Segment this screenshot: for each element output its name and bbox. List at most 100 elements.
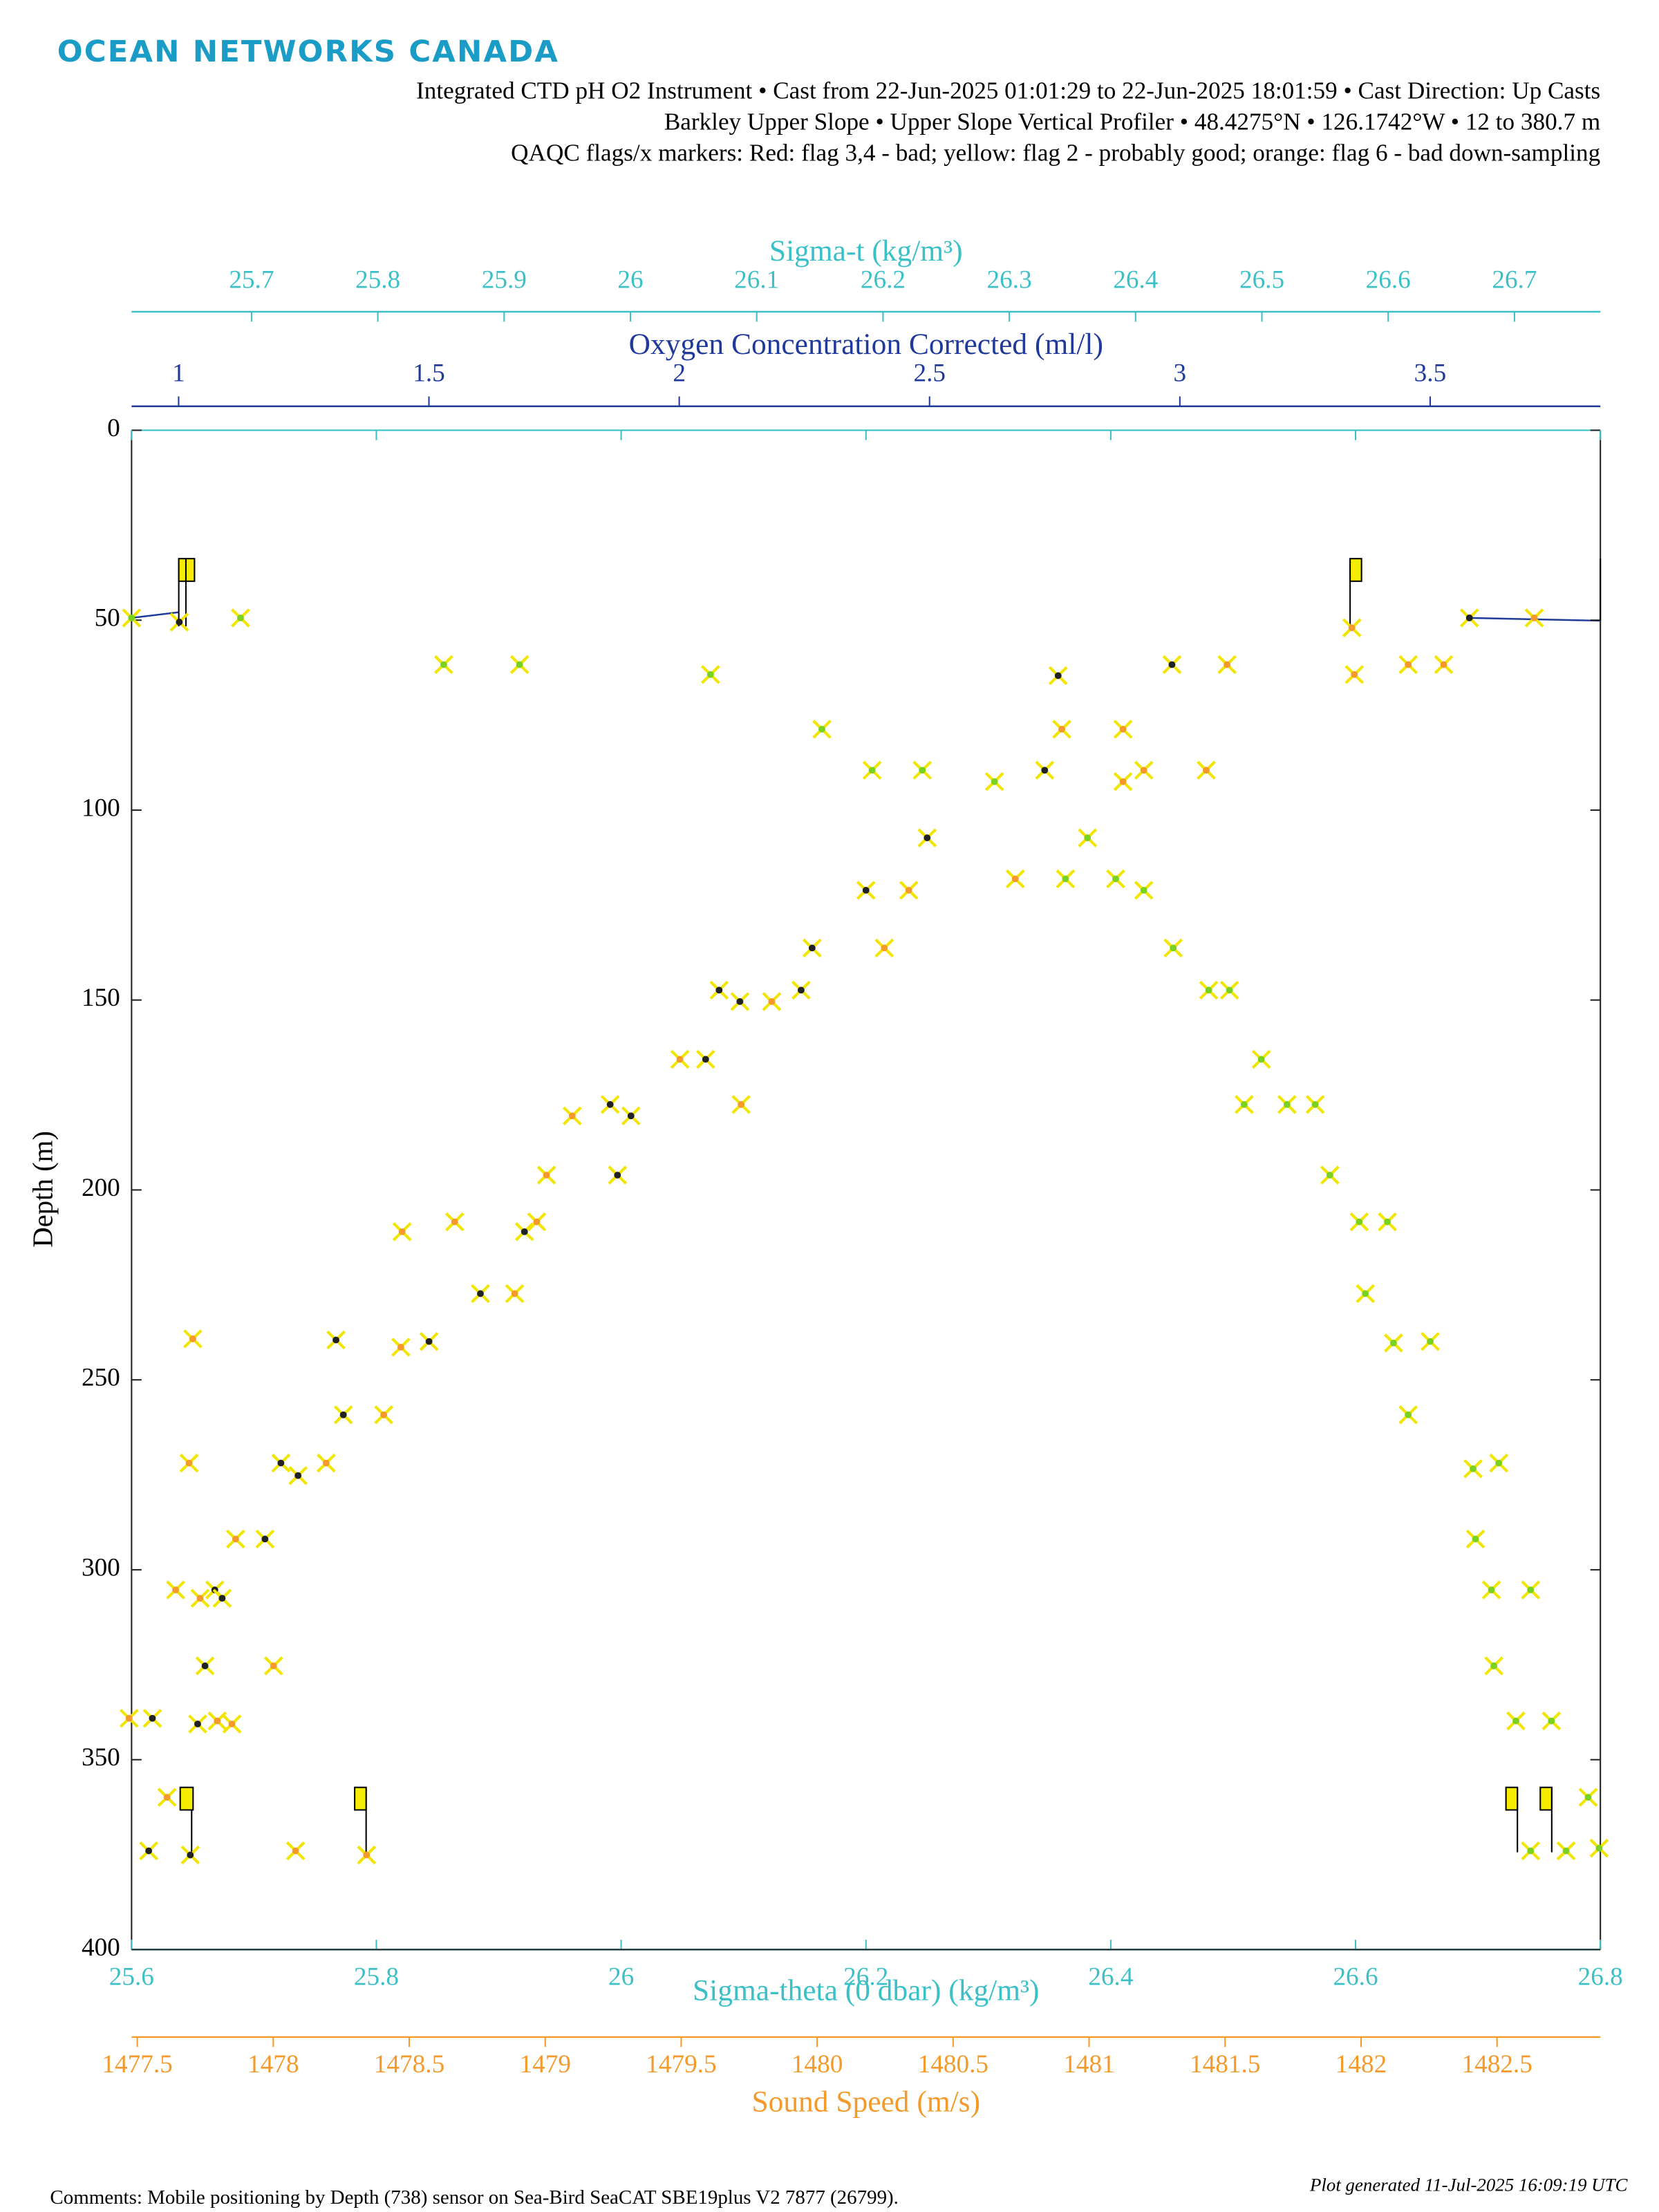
oxygen-trace	[131, 611, 179, 619]
marker-dot	[1170, 944, 1177, 952]
brand-title: OCEAN NETWORKS CANADA	[57, 35, 559, 69]
data-point	[1005, 869, 1025, 889]
marker-dot	[1257, 1056, 1265, 1063]
data-point	[225, 1529, 245, 1549]
y-axis-title: Depth (m)	[26, 1131, 58, 1248]
data-point	[1056, 869, 1076, 889]
marker-dot	[277, 1459, 285, 1467]
marker-dot	[187, 1851, 194, 1859]
data-point	[271, 1453, 291, 1473]
marker-dot	[511, 1290, 518, 1297]
marker-dot	[738, 1100, 745, 1108]
marker-dot	[1405, 661, 1412, 668]
data-point	[207, 1711, 227, 1731]
data-point	[1506, 1711, 1526, 1731]
marker-dot	[176, 619, 183, 626]
marker-dot	[228, 1721, 236, 1727]
data-point	[471, 1284, 490, 1304]
marker-dot	[516, 661, 523, 668]
x-tick-label: 25.8	[354, 1962, 399, 1991]
x-tick-label: 26.2	[861, 265, 906, 294]
marker-dot	[1495, 1459, 1503, 1467]
data-point	[231, 608, 250, 628]
marker-dot	[568, 1112, 576, 1120]
x-tick-label: 26.6	[1333, 1962, 1378, 1991]
data-point	[1251, 1049, 1271, 1069]
data-point	[670, 1049, 690, 1069]
marker-dot	[339, 1411, 347, 1418]
marker-dot	[768, 997, 776, 1005]
marker-dot	[1283, 1100, 1291, 1108]
x-tick-label: 25.9	[482, 265, 527, 294]
data-point	[1589, 1839, 1609, 1858]
data-point	[1484, 1656, 1503, 1676]
marker-dot	[1203, 767, 1210, 774]
marker-dot	[1058, 725, 1066, 733]
data-point	[122, 608, 142, 628]
x-tick-label: 26.4	[1088, 1962, 1133, 1991]
data-point	[195, 1656, 215, 1676]
marker-dot	[397, 1344, 404, 1351]
marker-dot	[1311, 1100, 1319, 1108]
x-tick-label: 1478	[247, 2050, 299, 2078]
marker-dot	[1384, 1218, 1391, 1226]
marker-dot	[919, 767, 926, 774]
data-point	[899, 881, 919, 900]
y-tick-label: 350	[82, 1743, 120, 1771]
marker-dot	[1389, 1339, 1397, 1347]
x-tick-label: 1480.5	[918, 2050, 988, 2078]
marker-dot	[1548, 1717, 1555, 1725]
marker-dot	[1362, 1290, 1369, 1297]
x-tick-label: 2	[673, 359, 686, 387]
qaqc-flags	[178, 558, 1602, 1855]
x-axis-title: Sigma-t (kg/m³)	[769, 235, 963, 268]
marker-dot	[706, 671, 714, 678]
x-tick-label: 26.8	[1578, 1962, 1623, 1991]
data-point	[166, 1580, 185, 1600]
marker-dot	[185, 1459, 193, 1467]
x-tick-label: 26.5	[1239, 265, 1284, 294]
data-point	[1197, 760, 1216, 780]
data-point	[695, 1049, 715, 1069]
data-point	[536, 1165, 556, 1185]
marker-dot	[1084, 834, 1091, 841]
data-point	[222, 1714, 242, 1734]
marker-dot	[149, 1714, 156, 1722]
marker-dot	[332, 1336, 340, 1344]
x-tick-label: 26.7	[1492, 265, 1537, 294]
data-point	[391, 1338, 411, 1357]
marker-dot	[1595, 1844, 1603, 1852]
marker-dot	[868, 767, 876, 774]
marker-dot	[1326, 1172, 1333, 1179]
data-point	[874, 938, 894, 958]
data-point	[1163, 938, 1183, 958]
marker-dot	[533, 1218, 541, 1226]
data-point	[1463, 1459, 1483, 1479]
data-point	[212, 1588, 232, 1608]
data-point	[812, 720, 832, 739]
data-point	[608, 1165, 628, 1185]
marker-dot	[736, 997, 744, 1005]
marker-dot	[1584, 1794, 1592, 1801]
marker-dot	[218, 1595, 226, 1602]
data-point	[1489, 1453, 1509, 1473]
data-point	[730, 992, 750, 1011]
data-point	[731, 1095, 751, 1114]
marker-dot	[1527, 1586, 1535, 1593]
subtitle: QAQC flags/x markers: Red: flag 3,4 - ba…	[511, 140, 1600, 167]
data-point	[509, 655, 529, 675]
marker-dot	[521, 1228, 528, 1235]
data-point	[1035, 760, 1055, 780]
x-tick-label: 3.5	[1414, 359, 1447, 387]
marker-dot	[125, 1714, 133, 1722]
data-point	[374, 1405, 393, 1425]
marker-dot	[398, 1228, 406, 1235]
x-tick-label: 1478.5	[374, 2050, 444, 2078]
flag	[354, 1786, 367, 1811]
marker-dot	[477, 1290, 484, 1297]
data-point	[1524, 608, 1544, 628]
marker-dot	[991, 778, 998, 785]
y-tick-label: 250	[82, 1363, 120, 1391]
